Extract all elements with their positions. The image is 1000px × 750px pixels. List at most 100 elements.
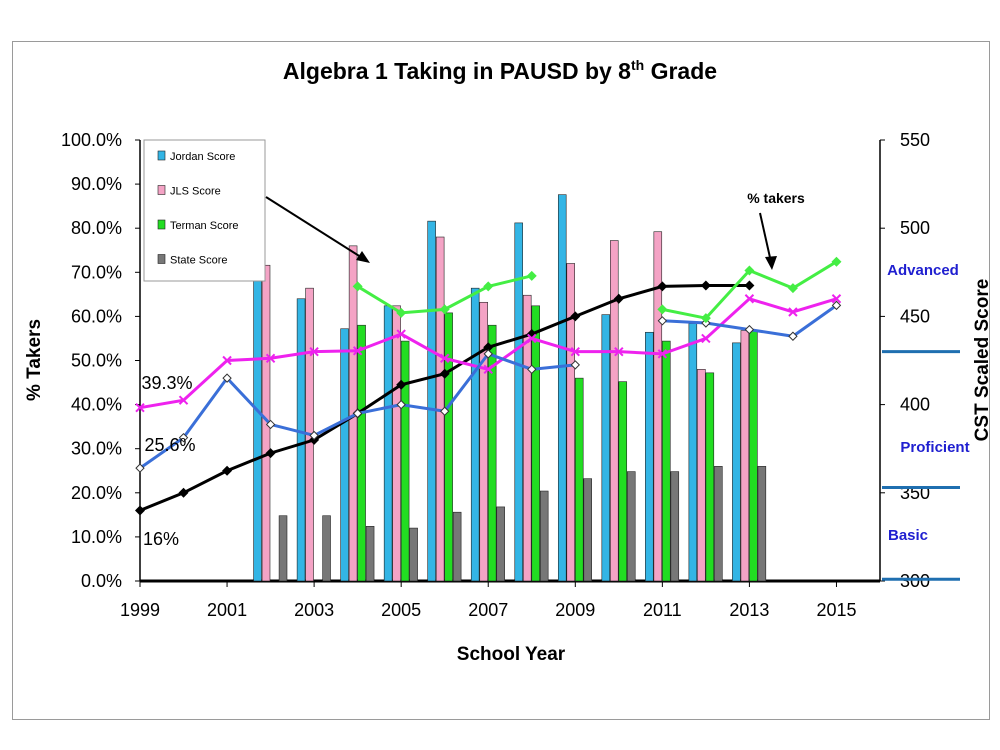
line-point-3 — [657, 304, 668, 315]
line-point-1 — [701, 333, 711, 344]
bar-jls-score — [566, 263, 575, 582]
y-right-tick-label: 300 — [900, 571, 930, 591]
line-point-2 — [178, 432, 189, 443]
line-point-2 — [439, 406, 450, 416]
bar-state-score — [409, 527, 418, 582]
line-point-2 — [222, 373, 232, 383]
line-point-1 — [135, 402, 145, 413]
x-tick-label: 2013 — [729, 600, 769, 620]
y-right-tick-label: 400 — [900, 395, 930, 415]
line-point-3 — [831, 256, 842, 267]
line-point-0 — [135, 505, 145, 516]
bar-state-score — [452, 511, 462, 582]
line-point-1 — [396, 329, 406, 339]
x-tick-label: 2011 — [643, 600, 682, 620]
line-point-1 — [570, 346, 581, 357]
y-left-tick-label: 80.0% — [71, 218, 122, 238]
legend-label: Jordan Score — [170, 151, 235, 163]
bar-jls-score — [610, 240, 619, 582]
legend-label: Terman Score — [170, 220, 238, 232]
bar-terman-score — [574, 377, 584, 582]
bar-jordan-score — [688, 323, 698, 582]
bar-terman-score — [749, 330, 758, 582]
legend-swatch — [157, 150, 166, 161]
line-point-3 — [787, 283, 798, 294]
line-point-1 — [352, 346, 363, 356]
line-point-3 — [744, 265, 755, 276]
bar-state-score — [365, 526, 375, 582]
line-point-0 — [265, 448, 276, 459]
x-axis-label: School Year — [457, 644, 566, 665]
x-tick-label: 2009 — [555, 600, 595, 620]
line-point-1 — [831, 294, 842, 304]
chart-title: Algebra 1 Taking in PAUSD by 8th Grade — [283, 57, 717, 84]
bar-jordan-score — [383, 305, 393, 582]
line-point-1 — [527, 333, 537, 344]
y-left-tick-label: 60.0% — [71, 306, 122, 326]
line-point-2 — [831, 300, 842, 311]
legend-swatch — [157, 254, 166, 264]
bar-terman-score — [400, 340, 410, 582]
line-point-3 — [700, 313, 711, 324]
annotation-value: 16% — [143, 529, 179, 549]
y-left-tick-label: 50.0% — [71, 351, 122, 371]
line-point-2 — [570, 360, 581, 370]
line-point-2 — [657, 316, 668, 326]
bar-state-score — [539, 490, 549, 582]
x-tick-label: 2015 — [816, 600, 856, 620]
line-point-2 — [135, 463, 145, 473]
bar-terman-score — [487, 324, 497, 582]
y-left-tick-label: 40.0% — [71, 395, 122, 415]
bar-jordan-score — [732, 342, 741, 582]
y-right-tick-label: 350 — [900, 483, 930, 503]
bar-state-score — [583, 478, 592, 582]
bar-jls-score — [522, 294, 532, 582]
line-point-2 — [744, 324, 755, 335]
x-tick-label: 2007 — [468, 600, 508, 620]
band-label-basic: Basic — [888, 527, 928, 544]
line-point-0 — [613, 293, 624, 304]
line-point-1 — [178, 395, 189, 405]
y-left-tick-label: 0.0% — [81, 571, 122, 591]
line-point-0 — [483, 342, 494, 353]
legend-label: State Score — [170, 255, 227, 267]
band-label-advanced: Advanced — [887, 262, 959, 279]
y-left-tick-label: 30.0% — [71, 439, 122, 459]
y-left-tick-label: 70.0% — [71, 262, 122, 282]
line-point-0 — [570, 311, 581, 322]
bar-state-score — [627, 471, 636, 582]
line-point-1 — [483, 364, 493, 375]
line-point-1 — [439, 353, 450, 364]
bar-state-score — [670, 471, 680, 582]
bar-jls-score — [653, 231, 663, 582]
annotation-takers-label: % takers — [747, 190, 805, 206]
line-point-3 — [483, 281, 494, 292]
annotation-arrow — [265, 196, 365, 260]
line-point-2 — [396, 399, 406, 410]
annotation-value: 39.3% — [141, 373, 192, 393]
bar-state-score — [714, 466, 723, 582]
bar-jls-score — [740, 330, 750, 582]
line-point-1 — [788, 307, 798, 317]
plot-area: 0.0% 10.0% 20.0% 30.0% 40.0% 50.0% 60.0% 70.0% 8… — [61, 130, 970, 620]
bar-terman-score — [705, 372, 715, 582]
line-point-1 — [657, 349, 668, 359]
line-point-3 — [396, 307, 407, 318]
y-right-tick-label: 450 — [900, 306, 930, 326]
bar-jordan-score — [645, 331, 654, 582]
bar-jordan-score — [253, 263, 262, 582]
bar-jls-score — [479, 301, 488, 582]
band-label-proficient: Proficient — [900, 439, 969, 456]
annotation-arrow-head — [765, 256, 777, 270]
y-right-tick-label: 550 — [900, 130, 930, 150]
line-point-1 — [614, 346, 624, 357]
bar-jordan-score — [514, 222, 523, 582]
legend-label: JLS Score — [170, 186, 221, 198]
line-point-3 — [352, 281, 363, 292]
line-point-2 — [527, 364, 537, 375]
bar-jls-score — [392, 305, 401, 582]
annotation-value: 25.6% — [144, 435, 195, 455]
line-point-0 — [657, 281, 668, 292]
line-point-2 — [309, 430, 319, 441]
